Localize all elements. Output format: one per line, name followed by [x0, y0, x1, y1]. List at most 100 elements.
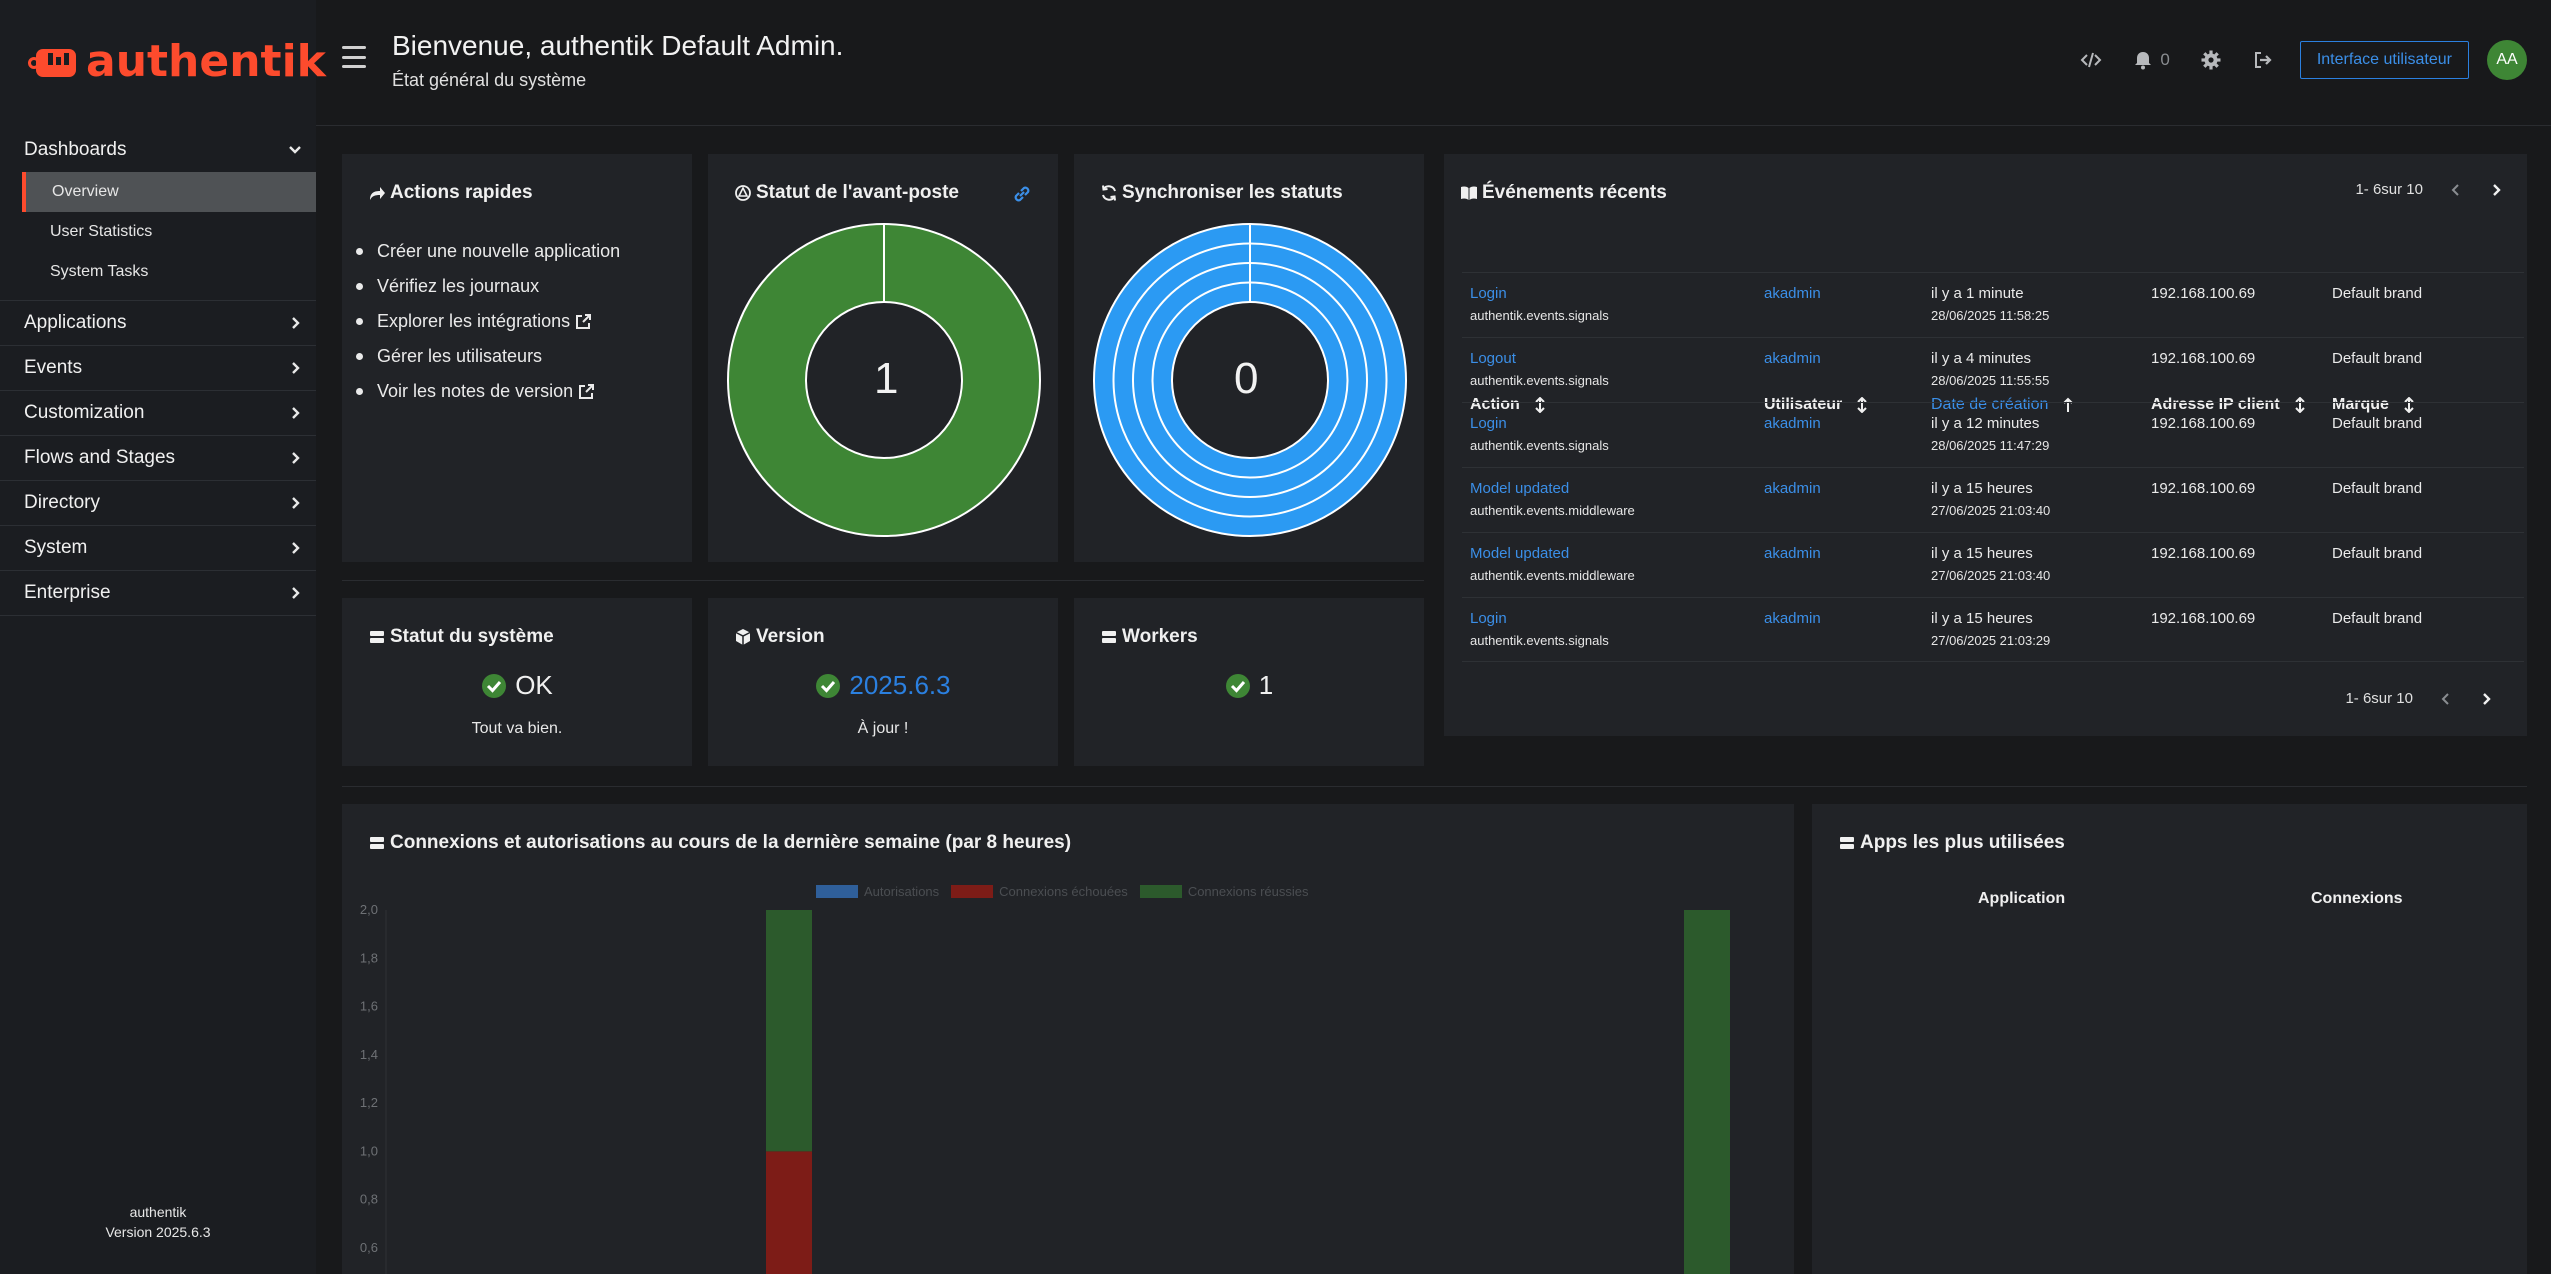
event-action-link[interactable]: Logout: [1470, 350, 1516, 367]
sync-donut-chart: [1093, 223, 1407, 537]
column-header-brand[interactable]: Marque: [2332, 396, 2415, 414]
event-relative-time: il y a 15 heures: [1931, 480, 2033, 497]
event-app: authentik.events.middleware: [1470, 503, 1635, 518]
y-tick-label: 2,0: [360, 902, 378, 917]
page-title: Bienvenue, authentik Default Admin.: [392, 30, 844, 61]
avatar[interactable]: AA: [2487, 40, 2527, 80]
event-user-link[interactable]: akadmin: [1764, 610, 1821, 627]
table-row: Model updated authentik.events.middleware…: [1462, 467, 2524, 532]
nav-dashboards[interactable]: Dashboards: [0, 128, 316, 172]
api-drawer-button[interactable]: [2080, 49, 2102, 71]
table-row: Logout authentik.events.signals akadmin i…: [1462, 337, 2524, 402]
user-interface-button[interactable]: Interface utilisateur: [2299, 41, 2469, 79]
event-user-link[interactable]: akadmin: [1764, 285, 1821, 302]
system-status-title: Statut du système: [368, 626, 554, 648]
cell-brand: Default brand: [2332, 610, 2423, 627]
brand-logo[interactable]: authentik: [28, 36, 326, 87]
system-status-card: Statut du système OK Tout va bien.: [342, 598, 692, 766]
recent-events-title: Événements récents: [1460, 182, 1667, 204]
outpost-donut-chart: [727, 223, 1041, 537]
nav-customization[interactable]: Customization: [0, 391, 316, 435]
nav-flows-and-stages[interactable]: Flows and Stages: [0, 436, 316, 480]
menu-toggle-icon[interactable]: [342, 46, 366, 68]
y-tick-label: 1,0: [360, 1143, 378, 1158]
quick-action-link[interactable]: Créer une nouvelle application: [377, 234, 620, 269]
cell-user: akadmin: [1764, 283, 1821, 305]
event-date: 28/06/2025 11:58:25: [1931, 308, 2050, 323]
server-icon: [1102, 631, 1116, 643]
cell-brand: Default brand: [2332, 415, 2423, 432]
legend-item-failed-logins[interactable]: Connexions échouées: [951, 884, 1128, 899]
chevron-left-icon[interactable]: [2449, 183, 2463, 197]
nav-item-overview[interactable]: Overview: [22, 172, 316, 212]
cell-user: akadmin: [1764, 413, 1821, 435]
bell-icon: [2135, 52, 2152, 70]
event-action-link[interactable]: Login: [1470, 415, 1507, 432]
column-header-created[interactable]: Date de création: [1931, 396, 2074, 414]
version-value-link[interactable]: 2025.6.3: [849, 670, 951, 700]
system-status-row: OK: [342, 670, 692, 701]
cell-created: il y a 12 minutes 28/06/2025 11:47:29: [1931, 413, 2049, 457]
cell-created: il y a 15 heures 27/06/2025 21:03:29: [1931, 608, 2050, 652]
event-user-link[interactable]: akadmin: [1764, 480, 1821, 497]
column-label: Date de création: [1931, 396, 2049, 413]
cell-ip: 192.168.100.69: [2151, 480, 2256, 497]
event-action-link[interactable]: Model updated: [1470, 545, 1570, 562]
chevron-right-icon: [292, 542, 300, 554]
outpost-status-title: Statut de l'avant-poste: [734, 182, 959, 204]
workers-row: 1: [1074, 670, 1424, 701]
column-label: Adresse IP client: [2151, 396, 2280, 413]
card-title-text: Statut de l'avant-poste: [756, 182, 959, 203]
nav-item-system-tasks[interactable]: System Tasks: [50, 263, 149, 280]
chevron-left-icon[interactable]: [2439, 692, 2453, 706]
nav-dashboards-submenu: Overview User Statistics System Tasks: [0, 172, 316, 300]
event-action-link[interactable]: Login: [1470, 610, 1507, 627]
column-header-action[interactable]: Action: [1470, 396, 1546, 414]
cell-action: Logout authentik.events.signals: [1470, 348, 1609, 392]
logout-button[interactable]: [2252, 49, 2274, 71]
sync-status-card: Synchroniser les statuts 0: [1074, 154, 1424, 562]
link-icon[interactable]: [1012, 184, 1032, 204]
event-action-link[interactable]: Model updated: [1470, 480, 1570, 497]
quick-action-link[interactable]: Voir les notes de version: [377, 374, 620, 409]
quick-action-link[interactable]: Vérifiez les journaux: [377, 269, 620, 304]
nav-item-user-statistics[interactable]: User Statistics: [50, 223, 153, 240]
nav-enterprise[interactable]: Enterprise: [0, 571, 316, 615]
chart-bar[interactable]: [766, 1151, 812, 1274]
settings-button[interactable]: [2200, 49, 2222, 71]
outpost-status-value: 1: [874, 354, 899, 403]
nav-applications[interactable]: Applications: [0, 301, 316, 345]
nav-events[interactable]: Events: [0, 346, 316, 390]
legend-item-autorisations[interactable]: Autorisations: [816, 884, 939, 899]
authentik-logo-icon: [28, 48, 76, 77]
nav-directory[interactable]: Directory: [0, 481, 316, 525]
quick-action-link[interactable]: Explorer les intégrations: [377, 304, 620, 339]
event-user-link[interactable]: akadmin: [1764, 415, 1821, 432]
logins-chart-title: Connexions et autorisations au cours de …: [368, 832, 1071, 854]
nav-label: Applications: [24, 312, 127, 333]
column-header-user[interactable]: Utilisateur: [1764, 396, 1868, 414]
legend-swatch: [951, 885, 994, 898]
event-user-link[interactable]: akadmin: [1764, 545, 1821, 562]
event-action-link[interactable]: Login: [1470, 285, 1507, 302]
legend-item-successful-logins[interactable]: Connexions réussies: [1139, 884, 1309, 899]
quick-actions-title: Actions rapides: [368, 182, 533, 204]
quick-action-link[interactable]: Gérer les utilisateurs: [377, 339, 620, 374]
cell-brand: Default brand: [2332, 285, 2423, 302]
chevron-right-icon[interactable]: [2489, 183, 2503, 197]
chart-bar[interactable]: [766, 910, 812, 1152]
cell-action: Login authentik.events.signals: [1470, 608, 1609, 652]
chevron-right-icon[interactable]: [2479, 692, 2493, 706]
header-toolbar: 0 Interface utilisateur AA: [2050, 40, 2527, 80]
chart-bar[interactable]: [1684, 910, 1730, 1274]
column-header-client-ip[interactable]: Adresse IP client: [2151, 396, 2306, 414]
check-circle-icon: [1225, 673, 1250, 698]
nav-system[interactable]: System: [0, 526, 316, 570]
system-status-subtitle: Tout va bien.: [471, 720, 563, 737]
notifications-button[interactable]: 0: [2132, 49, 2170, 71]
event-app: authentik.events.signals: [1470, 633, 1609, 648]
section-divider: [342, 786, 2527, 787]
event-date: 27/06/2025 21:03:29: [1931, 633, 2051, 648]
nav-label: Events: [24, 357, 83, 378]
event-user-link[interactable]: akadmin: [1764, 350, 1821, 367]
